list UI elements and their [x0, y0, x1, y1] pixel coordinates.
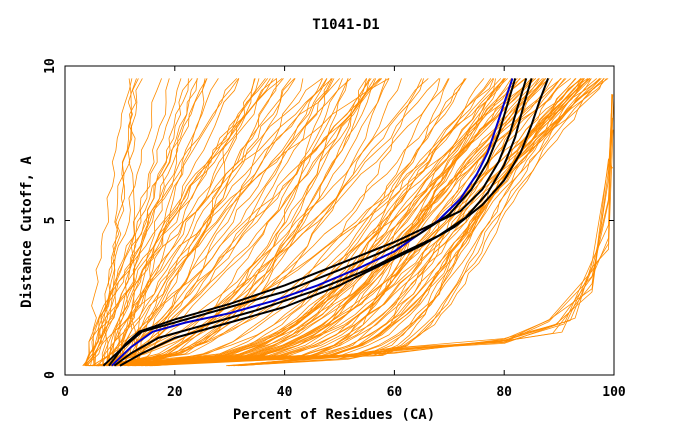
- model-curve: [228, 94, 613, 367]
- model-curve: [82, 78, 333, 366]
- model-curve: [104, 78, 323, 367]
- model-curve: [133, 78, 219, 366]
- model-curve: [114, 78, 592, 367]
- model-curve: [110, 78, 240, 366]
- model-curve: [99, 78, 367, 367]
- model-curve: [94, 78, 402, 367]
- model-curve: [113, 78, 545, 367]
- model-curve: [103, 78, 137, 366]
- reference-series-line: [108, 78, 528, 367]
- reference-series-line: [119, 78, 550, 367]
- model-curve: [127, 78, 292, 366]
- model-curve: [86, 78, 189, 366]
- model-curve: [88, 78, 521, 367]
- model-curve: [98, 78, 506, 367]
- model-curve: [102, 78, 577, 367]
- model-curve: [85, 78, 193, 366]
- x-tick-label: 0: [61, 385, 69, 400]
- y-tick-label: 0: [43, 371, 58, 379]
- model-curve: [133, 78, 492, 367]
- model-curve: [111, 78, 284, 367]
- model-curve: [100, 78, 601, 367]
- chart-title: T1041-D1: [312, 17, 379, 33]
- model-curve: [102, 78, 372, 367]
- model-curve: [120, 78, 494, 367]
- model-curve: [133, 78, 424, 367]
- model-curve: [106, 78, 533, 367]
- model-curve: [140, 78, 349, 367]
- model-curve: [149, 78, 546, 367]
- model-curve: [90, 78, 208, 366]
- model-curve: [91, 78, 328, 367]
- model-curve: [140, 78, 597, 367]
- x-axis-label: Percent of Residues (CA): [233, 407, 435, 423]
- y-axis-label: Distance Cutoff, A: [19, 156, 35, 308]
- model-curve: [106, 78, 562, 367]
- model-curve: [145, 78, 506, 367]
- model-curve: [132, 78, 380, 366]
- model-curve: [146, 78, 526, 367]
- model-curve: [132, 78, 340, 366]
- model-curve: [100, 78, 449, 367]
- x-tick-label: 100: [602, 385, 626, 400]
- model-curve: [127, 78, 537, 367]
- model-curve: [135, 78, 295, 366]
- model-curve: [117, 78, 323, 366]
- model-curve: [137, 78, 255, 366]
- model-curve: [154, 78, 607, 367]
- model-curve: [104, 78, 534, 367]
- model-curve: [115, 78, 591, 367]
- x-tick-label: 80: [496, 385, 512, 400]
- model-curve: [128, 78, 422, 367]
- reference-series-line: [113, 78, 533, 367]
- model-curve: [89, 78, 605, 367]
- model-curve: [87, 78, 143, 366]
- x-tick-label: 60: [387, 385, 403, 400]
- model-curve: [237, 163, 614, 367]
- model-curve: [91, 78, 582, 367]
- model-curve: [227, 117, 613, 367]
- model-curve: [233, 113, 612, 367]
- model-curve: [85, 78, 260, 366]
- reference-series-line: [102, 78, 517, 367]
- highlight-series-line: [111, 78, 514, 367]
- model-curve: [98, 78, 198, 366]
- model-curve: [109, 78, 206, 366]
- model-curve: [101, 78, 333, 367]
- model-curve: [128, 78, 604, 367]
- model-curve: [91, 78, 133, 366]
- model-curve: [122, 78, 296, 366]
- plot-curves: [82, 78, 615, 367]
- model-curve: [124, 78, 532, 367]
- y-tick-label: 10: [43, 58, 58, 74]
- model-curve: [117, 78, 441, 367]
- model-curve: [98, 78, 521, 367]
- y-axis-ticks: 0 5 10: [43, 58, 614, 379]
- model-curve: [115, 78, 266, 366]
- model-curve: [84, 78, 182, 366]
- model-curve: [105, 78, 467, 367]
- model-curve: [110, 78, 269, 366]
- x-tick-label: 40: [277, 385, 293, 400]
- x-tick-label: 20: [167, 385, 183, 400]
- model-curve: [240, 94, 614, 367]
- model-curve: [84, 78, 283, 366]
- model-curve: [82, 78, 162, 366]
- y-tick-label: 5: [43, 217, 58, 225]
- x-axis-ticks: 0 20 40 60 80 100: [61, 66, 626, 400]
- model-curve: [92, 78, 256, 367]
- model-curve: [84, 78, 352, 366]
- model-curve: [145, 78, 450, 367]
- model-curve: [108, 78, 328, 366]
- model-curve: [96, 78, 527, 367]
- model-curve: [101, 78, 139, 366]
- model-curve: [115, 78, 332, 367]
- model-curve: [104, 78, 440, 367]
